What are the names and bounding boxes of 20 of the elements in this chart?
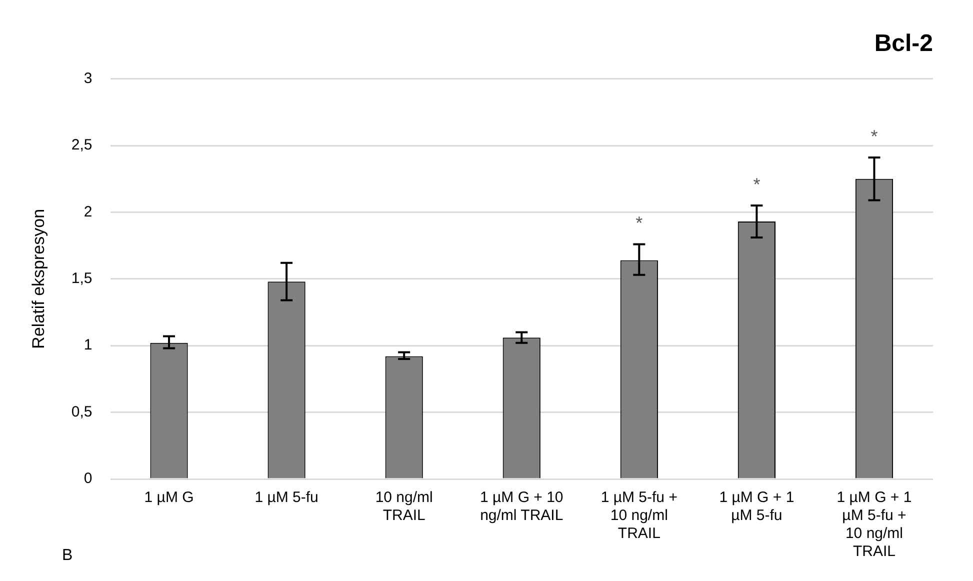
x-tick-label: 10 ng/ml TRAIL [375, 489, 433, 524]
y-tick-label: 1 [84, 336, 92, 354]
y-tick-label: 0,5 [71, 403, 92, 420]
annotation: * [753, 174, 760, 194]
annotation: * [870, 126, 878, 146]
y-tick-label: 0 [84, 470, 92, 488]
x-tick-label: 1 µM G + 1 µM 5-fu [719, 489, 794, 524]
text: B [62, 547, 73, 564]
annotation: * [636, 213, 643, 234]
x-tick-label: 1 µM 5-fu [254, 489, 318, 506]
x-tick-label: 1 µM G + 1 µM 5-fu + 10 ng/ml TRAIL [836, 489, 912, 560]
y-tick-label: 3 [84, 70, 92, 87]
y-tick-label: 1,5 [71, 270, 92, 288]
x-tick-label: 1 µM G [144, 489, 194, 506]
y-tick-label: 2 [84, 203, 92, 220]
x-tick-label: 1 µM 5-fu + 10 ng/ml TRAIL [600, 489, 678, 542]
x-tick-label: 1 µM G + 10 ng/ml TRAIL [480, 489, 564, 524]
chart-title: Bcl-2 [874, 30, 933, 58]
y-axis-title: Relatif ekspresyon [28, 208, 48, 349]
y-tick-label: 2,5 [71, 136, 92, 154]
